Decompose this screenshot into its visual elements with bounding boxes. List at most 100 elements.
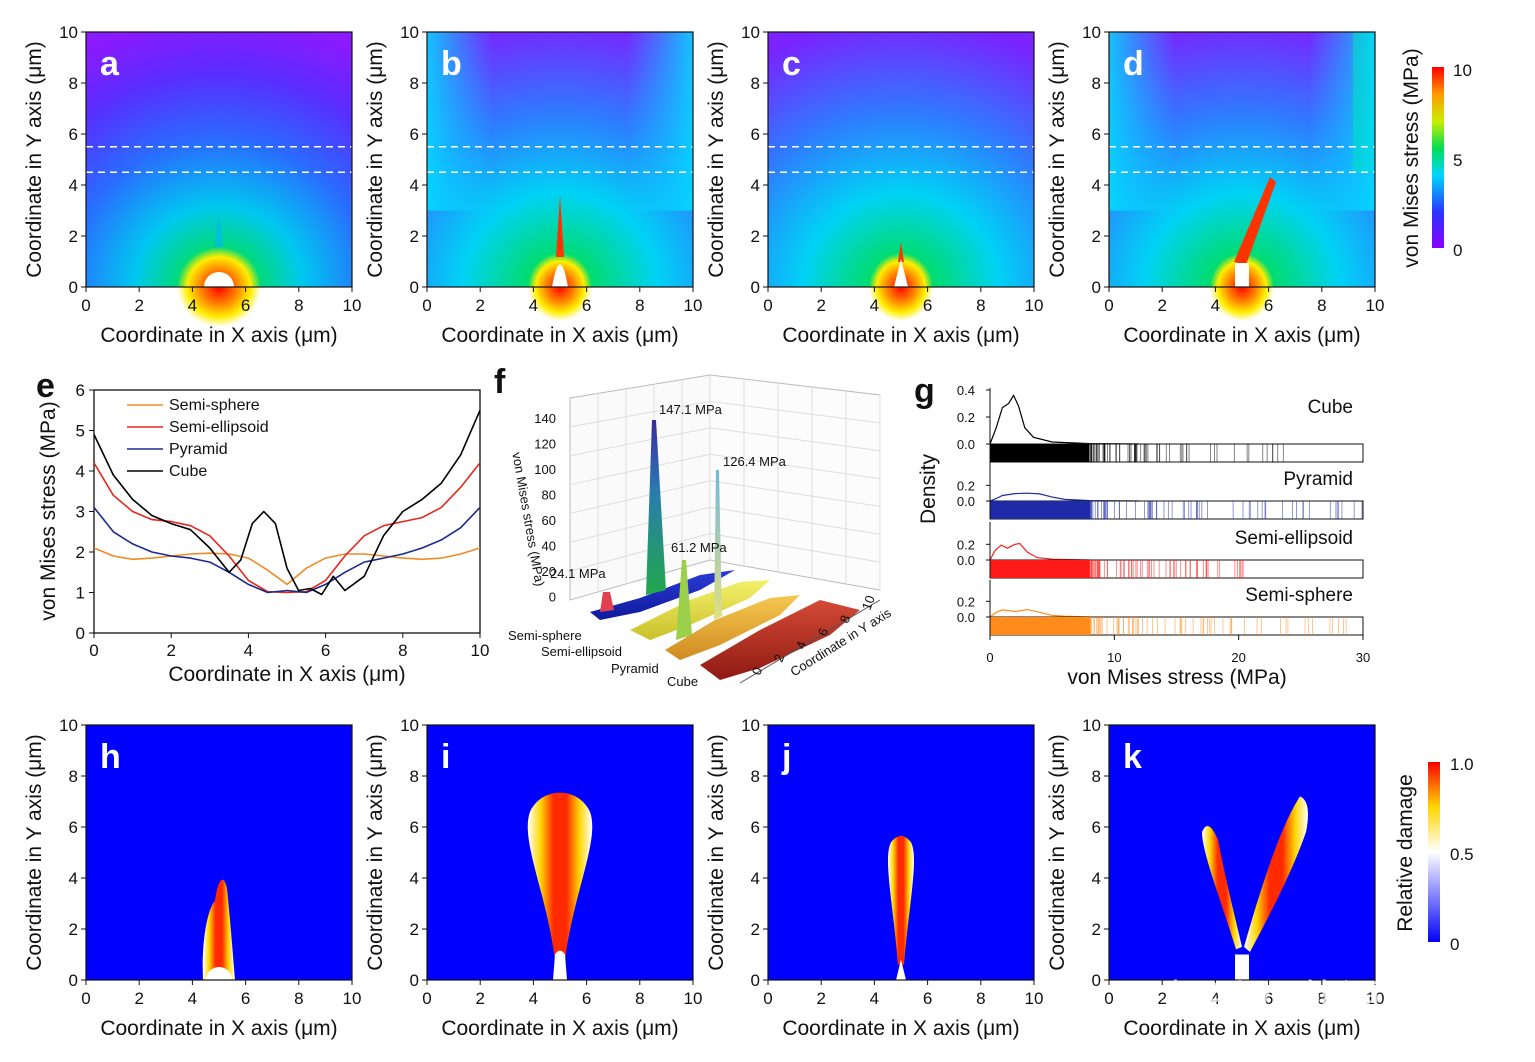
inclusion-pyramid — [896, 959, 906, 980]
x-tick-label: 6 — [582, 296, 591, 315]
panel-f-peak-24 — [600, 592, 614, 612]
stress-crack-tip — [556, 195, 564, 257]
panel-c-letter: c — [782, 45, 801, 83]
g-density-curve — [989, 492, 1140, 502]
x-tick-label: 8 — [294, 296, 303, 315]
damage-frame — [426, 724, 694, 981]
x-tick-label: 0 — [422, 989, 431, 1008]
stress-crack-tip — [215, 217, 223, 247]
panel-e-xlabel: Coordinate in X axis (μm) — [168, 663, 405, 686]
x-tick-label: 10 — [1025, 296, 1044, 315]
panel-a-letter: a — [100, 45, 120, 83]
y-axis-label: Coordinate in Y axis (μm) — [1046, 734, 1069, 971]
y-tick-label: 4 — [69, 176, 78, 195]
x-tick-label: 2 — [1157, 989, 1166, 1008]
y-tick-label: 6 — [69, 125, 78, 144]
panel-f-y-axis — [739, 599, 881, 684]
x-axis-label: Coordinate in X axis (μm) — [100, 1017, 337, 1040]
series-line-semi-sphere — [93, 547, 481, 586]
x-tick-label: 10 — [1366, 296, 1385, 315]
x-tick-label: 0 — [81, 296, 90, 315]
y-tick-label: 10 — [400, 23, 419, 42]
x-tick-label: 8 — [1317, 296, 1326, 315]
panel-g-ylabel: Density — [917, 453, 940, 524]
panel-f-peak-126 — [714, 470, 722, 620]
y-tick-label: 0 — [410, 971, 419, 990]
x-tick-label: 10 — [684, 296, 703, 315]
f-grid-line — [569, 480, 711, 514]
x-tick-label: 4 — [188, 296, 197, 315]
panel-f-category-cube: Cube — [667, 674, 698, 689]
g-x-tick-label: 10 — [1107, 650, 1121, 665]
x-tick-label: 2 — [475, 989, 484, 1008]
x-tick-label: 8 — [976, 296, 985, 315]
series-line-cube — [93, 409, 481, 596]
y-tick-label: 0 — [1092, 971, 1101, 990]
x-axis-label: Coordinate in X axis (μm) — [782, 324, 1019, 347]
y-tick-label: 10 — [741, 23, 760, 42]
g-row-label: Cube — [1308, 397, 1353, 418]
x-tick-label: 6 — [923, 989, 932, 1008]
panel-h-damage-map: 00 2 2 4 4 6 6 8 8 10 10 Coordinate in X axis (μm) C… — [23, 716, 361, 1040]
g-rug-dense — [990, 560, 1090, 578]
g-row-semi-sphere: Semi-sphere 0.20.0 — [957, 580, 1364, 636]
stress-crack-tip — [1234, 177, 1276, 265]
g-y-tick-label: 0.0 — [957, 553, 975, 568]
g-rug-dense — [990, 501, 1090, 519]
x-tick-label: 10 — [1366, 989, 1385, 1008]
x-tick-label: 4 — [1211, 296, 1220, 315]
y-tick-label: 8 — [69, 767, 78, 786]
f-y-tick-label: 4 — [793, 639, 810, 651]
y-tick-label: 10 — [59, 23, 78, 42]
stress-frame — [85, 31, 353, 288]
y-tick-label: 0 — [751, 278, 760, 297]
panel-i-damage-map: 00 2 2 4 4 6 6 8 8 10 10 Coordinate in X axis (μm) C… — [364, 716, 702, 1040]
y-tick-label: 0 — [69, 278, 78, 297]
e-y-tick-label: 6 — [76, 381, 85, 400]
e-y-tick-label: 5 — [76, 422, 85, 441]
g-row-semi-ellipsoid: Semi-ellipsoid 0.20.0 — [957, 522, 1364, 579]
stress-frame — [767, 31, 1035, 288]
g-row-label: Semi-ellipsoid — [1235, 528, 1353, 549]
damage-plume — [202, 879, 235, 980]
g-row-cube: Cube 0.4 0.2 0.0 — [957, 383, 1364, 463]
x-tick-label: 10 — [684, 989, 703, 1008]
stress-frame — [1108, 31, 1376, 288]
f-grid-line — [709, 506, 881, 535]
e-x-tick-label: 2 — [166, 641, 175, 660]
stress-colorbar-tick-min: 0 — [1453, 241, 1462, 260]
damage-colorbar-tick-max: 1.0 — [1450, 755, 1474, 774]
g-y-tick-label: 0.0 — [957, 610, 975, 625]
y-tick-label: 0 — [1092, 278, 1101, 297]
legend-label: Semi-sphere — [169, 397, 260, 414]
f-grid-line — [569, 533, 711, 572]
e-y-tick-label: 0 — [76, 624, 85, 643]
damage-frame — [85, 724, 353, 981]
damage-colorbar-tick-min: 0 — [1450, 935, 1459, 954]
y-tick-label: 8 — [751, 74, 760, 93]
stress-edge-band — [1109, 32, 1375, 211]
x-tick-label: 2 — [816, 989, 825, 1008]
g-rug-dense — [990, 444, 1090, 462]
panel-f-letter: f — [494, 363, 506, 401]
panel-f-z-ticks: 140 120 100 80 60 40 20 0 — [534, 411, 556, 605]
x-tick-label: 10 — [1025, 989, 1044, 1008]
panel-f-surface-semi-sphere — [590, 570, 735, 620]
y-tick-label: 10 — [59, 716, 78, 735]
g-row-label: Semi-sphere — [1245, 585, 1353, 606]
f-y-tick-label: 0 — [749, 665, 766, 677]
x-tick-label: 8 — [976, 989, 985, 1008]
y-tick-label: 6 — [410, 818, 419, 837]
x-tick-label: 2 — [816, 296, 825, 315]
f-z-tick-label: 100 — [534, 462, 556, 477]
panel-f-surface-pyramid — [665, 595, 800, 660]
y-axis-label: Coordinate in Y axis (μm) — [23, 41, 46, 278]
legend-label: Pyramid — [169, 441, 228, 458]
series-line-semi-ellipsoid — [93, 462, 481, 594]
panel-k-damage-map: 00 2 2 4 4 6 6 8 8 10 10 Coordinate in X axis (μm) C… — [1046, 716, 1384, 1040]
g-density-curve — [989, 542, 1090, 561]
x-tick-label: 2 — [1157, 296, 1166, 315]
panel-d-stress-map: 00 2 2 4 4 6 6 8 8 10 10 Coordinate in X axis (μm) C… — [1046, 23, 1384, 347]
